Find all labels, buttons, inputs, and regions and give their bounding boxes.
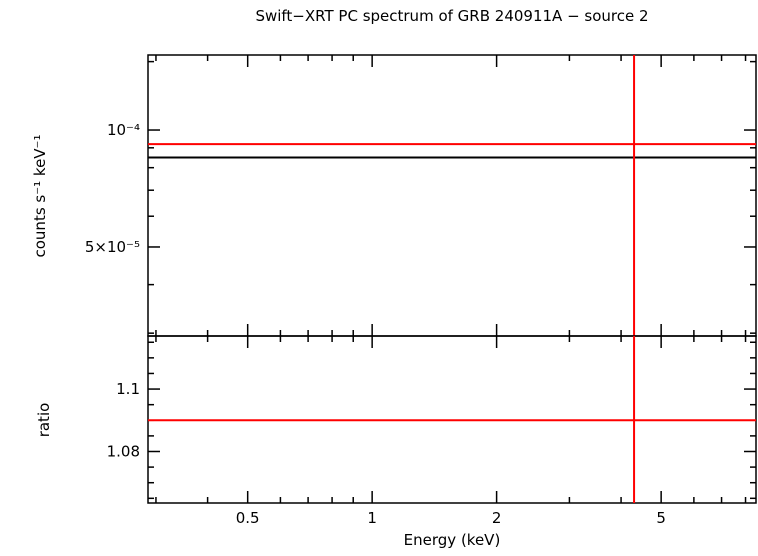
x-axis-label: Energy (keV) [404,531,501,549]
y-tick-label-ratio: 1.08 [107,442,140,460]
chart-title: Swift−XRT PC spectrum of GRB 240911A − s… [255,7,648,25]
y-tick-label-ratio: 1.1 [116,380,140,398]
y-axis-label-ratio: ratio [35,403,53,438]
y-tick-label-spectrum: 5×10⁻⁵ [85,238,140,256]
panel-frame-spectrum [147,54,757,337]
x-tick-label: 1 [367,509,377,527]
chart-layer: 10⁻⁴ 5×10⁻⁵ 1.1 1.08 0.5 1 2 5 [85,54,757,527]
x-tick-label: 5 [656,509,666,527]
x-tick-label: 0.5 [236,509,260,527]
y-axis-label-spectrum: counts s⁻¹ keV⁻¹ [31,135,49,258]
x-tick-label: 2 [492,509,502,527]
y-tick-label-spectrum: 10⁻⁴ [107,121,140,139]
